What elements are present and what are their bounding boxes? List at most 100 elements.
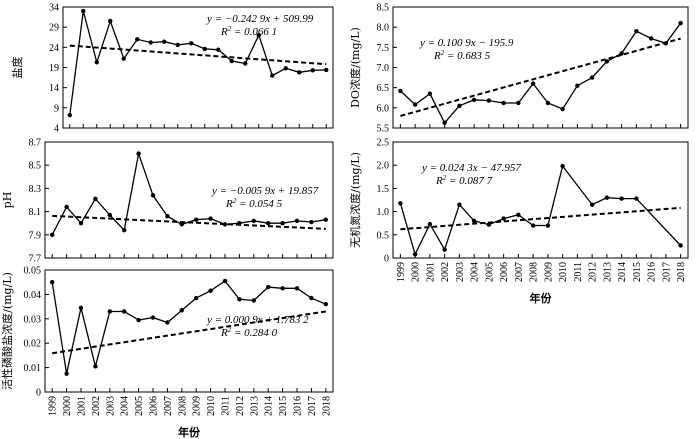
data-point	[78, 305, 84, 311]
data-point	[216, 47, 221, 52]
data-point	[179, 308, 184, 313]
y-tick-label: 6.0	[377, 103, 390, 114]
panel-do: 5.5 6.0 6.5 7.0 7.5 8.0 8.5 DO浓度/(mg/L) y = 0.10…	[348, 3, 689, 135]
trend-r2: R2 = 0.683 5	[433, 49, 491, 62]
data-point	[545, 223, 551, 228]
x-tick-label: 2013	[602, 262, 613, 282]
data-point	[294, 286, 300, 291]
data-point	[208, 288, 213, 293]
data-point	[412, 252, 418, 257]
y-axis-label: 活性磷酸盐浓度/(mg/L)	[0, 272, 14, 390]
x-tick-label: 2009	[543, 262, 554, 282]
y-tick-label: 0.04	[24, 290, 42, 301]
data-point	[189, 41, 194, 46]
data-point	[67, 112, 72, 118]
series-line	[51, 280, 327, 374]
x-tick-label: 2006	[149, 396, 160, 416]
x-tick-label: 2018	[321, 396, 332, 416]
x-tick-label: 2002	[440, 262, 451, 282]
data-point	[280, 286, 285, 291]
y-tick-label: 2.0	[377, 161, 390, 172]
data-point	[81, 8, 86, 14]
trend-r2: R2 = 0.284 0	[220, 326, 278, 339]
data-point	[678, 20, 683, 26]
data-point	[237, 297, 242, 302]
data-point	[202, 46, 207, 52]
data-point	[457, 202, 462, 207]
trend-equation: y = −0.005 9x + 19.857	[211, 185, 319, 197]
data-point	[589, 202, 595, 207]
x-tick-label: 2010	[206, 396, 217, 416]
x-tick-label: 2017	[661, 262, 672, 282]
x-tick-label: 2008	[529, 262, 540, 282]
data-point	[634, 196, 639, 201]
data-point	[560, 106, 565, 112]
data-point	[208, 216, 213, 221]
data-point	[78, 221, 84, 226]
y-axis-label: 无机氮浓度/(mg/L)	[348, 152, 362, 248]
plot-frame	[44, 141, 334, 259]
y-tick-label: 0.03	[24, 314, 42, 325]
x-tick-label: 2015	[632, 262, 643, 282]
data-point	[604, 59, 610, 64]
y-tick-label: 1.0	[377, 207, 390, 218]
y-tick-label: 6.5	[377, 83, 390, 94]
x-tick-label: 2007	[514, 262, 525, 282]
y-tick-label: 0.05	[24, 266, 42, 277]
x-tick-label: 1999	[396, 262, 407, 282]
data-point	[266, 221, 271, 226]
y-tick-label: 0	[384, 254, 389, 265]
data-point	[471, 218, 477, 224]
data-point	[323, 217, 328, 222]
data-point	[222, 222, 228, 227]
x-tick-label: 2003	[105, 396, 116, 416]
trend-line	[400, 37, 681, 117]
data-point	[243, 61, 248, 66]
x-tick-label: 2009	[192, 396, 203, 416]
data-point	[634, 29, 639, 34]
y-tick-label: 8.3	[29, 184, 42, 195]
y-tick-label: 7.7	[29, 254, 42, 265]
plot-frame	[62, 6, 334, 129]
data-point	[229, 58, 234, 64]
y-tick-label: 14	[49, 83, 59, 94]
x-tick-label: 2018	[676, 262, 687, 282]
y-tick-label: 8.5	[377, 3, 390, 14]
x-tick-label: 2002	[91, 396, 102, 416]
data-point	[309, 219, 314, 225]
data-point	[501, 100, 506, 106]
y-tick-label: 0	[36, 388, 41, 399]
panel-ph: 7.7 7.9 8.1 8.3 8.5 8.7 pH y = −0.005 9x + 19.8…	[1, 138, 334, 265]
x-tick-label: 1999	[48, 396, 59, 416]
x-tick-label: 2016	[293, 396, 304, 416]
data-point	[283, 66, 288, 71]
data-point	[619, 196, 624, 201]
x-tick-label: 2005	[484, 262, 495, 282]
data-point	[94, 60, 99, 65]
x-axis-label: 年份	[178, 425, 201, 439]
data-point	[150, 193, 156, 198]
x-tick-label: 2010	[558, 262, 569, 282]
data-point	[442, 120, 447, 125]
x-tick-label: 2012	[588, 262, 599, 282]
y-tick-label: 7.0	[377, 63, 390, 74]
plot-frame	[392, 141, 689, 259]
data-point	[442, 247, 447, 252]
trend-line	[400, 206, 681, 231]
data-point	[648, 36, 654, 41]
data-point	[165, 320, 170, 325]
x-tick-label: 2008	[177, 396, 188, 416]
data-point	[222, 278, 228, 284]
y-tick-label: 8.0	[377, 23, 390, 34]
data-point	[575, 83, 580, 88]
x-tick-label: 2007	[163, 396, 174, 416]
data-point	[50, 232, 55, 237]
data-point	[194, 295, 199, 301]
data-point	[486, 98, 492, 103]
data-point	[175, 42, 180, 48]
data-point	[501, 216, 506, 221]
y-tick-label: 0.01	[24, 363, 42, 374]
x-tick-label: 2016	[647, 262, 658, 282]
